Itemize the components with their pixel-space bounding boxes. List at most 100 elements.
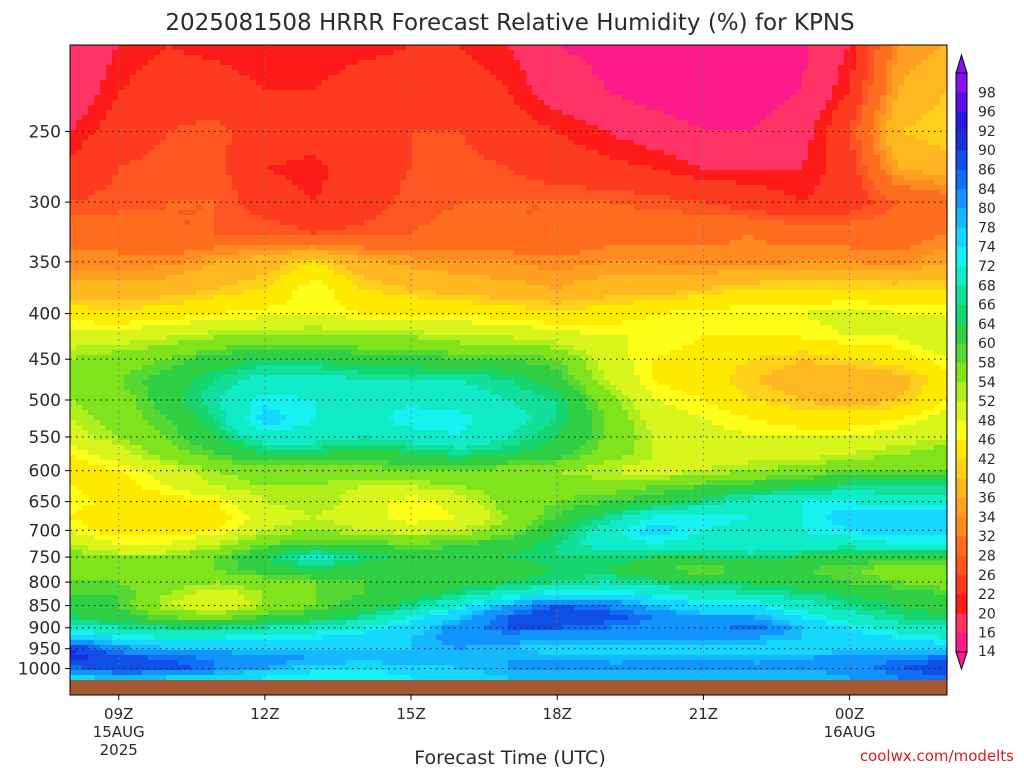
heatmap-cell bbox=[616, 75, 623, 81]
heatmap-cell bbox=[568, 125, 575, 131]
heatmap-cell bbox=[196, 160, 203, 166]
heatmap-cell bbox=[940, 80, 947, 86]
heatmap-cell bbox=[352, 110, 359, 116]
heatmap-cell bbox=[676, 210, 683, 216]
heatmap-cell bbox=[832, 165, 839, 171]
heatmap-cell bbox=[352, 120, 359, 126]
heatmap-cell bbox=[910, 170, 917, 176]
heatmap-cell bbox=[220, 70, 227, 76]
heatmap-cell bbox=[814, 180, 821, 186]
heatmap-cell bbox=[580, 185, 587, 191]
heatmap-cell bbox=[184, 110, 191, 116]
heatmap-cell bbox=[412, 120, 419, 126]
heatmap-cell bbox=[154, 90, 161, 96]
heatmap-cell bbox=[436, 165, 443, 171]
heatmap-cell bbox=[238, 135, 245, 141]
heatmap-cell bbox=[760, 80, 767, 86]
heatmap-cell bbox=[106, 155, 113, 161]
heatmap-cell bbox=[226, 140, 233, 146]
heatmap-cell bbox=[232, 205, 239, 211]
heatmap-cell bbox=[922, 155, 929, 161]
heatmap-cell bbox=[580, 155, 587, 161]
heatmap-cell bbox=[868, 210, 875, 216]
heatmap-cell bbox=[640, 110, 647, 116]
heatmap-cell bbox=[490, 150, 497, 156]
heatmap-cell bbox=[832, 85, 839, 91]
heatmap-cell bbox=[226, 150, 233, 156]
heatmap-cell bbox=[346, 110, 353, 116]
heatmap-cell bbox=[598, 165, 605, 171]
heatmap-cell bbox=[250, 210, 257, 216]
heatmap-cell bbox=[778, 190, 785, 196]
heatmap-cell bbox=[676, 150, 683, 156]
heatmap-cell bbox=[262, 105, 269, 111]
heatmap-cell bbox=[70, 70, 77, 76]
heatmap-cell bbox=[100, 65, 107, 71]
heatmap-cell bbox=[328, 170, 335, 176]
heatmap-cell bbox=[154, 95, 161, 101]
heatmap-cell bbox=[274, 70, 281, 76]
heatmap-cell bbox=[190, 65, 197, 71]
heatmap-cell bbox=[940, 95, 947, 101]
heatmap-cell bbox=[508, 80, 515, 86]
heatmap-cell bbox=[334, 95, 341, 101]
heatmap-cell bbox=[370, 70, 377, 76]
heatmap-cell bbox=[526, 95, 533, 101]
heatmap-cell bbox=[250, 200, 257, 206]
heatmap-cell bbox=[760, 85, 767, 91]
heatmap-cell bbox=[658, 50, 665, 56]
heatmap-cell bbox=[598, 160, 605, 166]
heatmap-cell bbox=[730, 100, 737, 106]
heatmap-cell bbox=[700, 100, 707, 106]
heatmap-cell bbox=[802, 125, 809, 131]
heatmap-cell bbox=[286, 80, 293, 86]
heatmap-cell bbox=[712, 105, 719, 111]
heatmap-cell bbox=[832, 90, 839, 96]
heatmap-cell bbox=[280, 60, 287, 66]
heatmap-cell bbox=[322, 55, 329, 61]
heatmap-cell bbox=[160, 145, 167, 151]
heatmap-cell bbox=[904, 135, 911, 141]
heatmap-cell bbox=[388, 160, 395, 166]
heatmap-cell bbox=[772, 55, 779, 61]
heatmap-cell bbox=[370, 120, 377, 126]
heatmap-cell bbox=[892, 65, 899, 71]
heatmap-cell bbox=[442, 130, 449, 136]
heatmap-cell bbox=[850, 55, 857, 61]
heatmap-cell bbox=[124, 60, 131, 66]
heatmap-cell bbox=[466, 130, 473, 136]
heatmap-cell bbox=[256, 100, 263, 106]
heatmap-cell bbox=[844, 110, 851, 116]
heatmap-cell bbox=[316, 125, 323, 131]
heatmap-cell bbox=[910, 180, 917, 186]
heatmap-cell bbox=[814, 185, 821, 191]
heatmap-cell bbox=[754, 50, 761, 56]
heatmap-cell bbox=[400, 135, 407, 141]
heatmap-cell bbox=[118, 120, 125, 126]
heatmap-cell bbox=[298, 80, 305, 86]
heatmap-cell bbox=[76, 65, 83, 71]
heatmap-cell bbox=[814, 145, 821, 151]
heatmap-cell bbox=[226, 120, 233, 126]
heatmap-cell bbox=[70, 110, 77, 116]
heatmap-cell bbox=[616, 90, 623, 96]
heatmap-cell bbox=[340, 155, 347, 161]
heatmap-cell bbox=[388, 165, 395, 171]
heatmap-cell bbox=[490, 65, 497, 71]
heatmap-cell bbox=[934, 180, 941, 186]
heatmap-cell bbox=[712, 80, 719, 86]
heatmap-cell bbox=[154, 45, 161, 51]
heatmap-cell bbox=[298, 210, 305, 216]
heatmap-cell bbox=[610, 105, 617, 111]
heatmap-cell bbox=[886, 125, 893, 131]
heatmap-cell bbox=[268, 185, 275, 191]
heatmap-cell bbox=[196, 205, 203, 211]
heatmap-cell bbox=[340, 105, 347, 111]
heatmap-cell bbox=[778, 200, 785, 206]
heatmap-cell bbox=[232, 65, 239, 71]
heatmap-cell bbox=[784, 75, 791, 81]
heatmap-cell bbox=[154, 160, 161, 166]
heatmap-cell bbox=[730, 65, 737, 71]
heatmap-cell bbox=[592, 70, 599, 76]
heatmap-cell bbox=[862, 185, 869, 191]
